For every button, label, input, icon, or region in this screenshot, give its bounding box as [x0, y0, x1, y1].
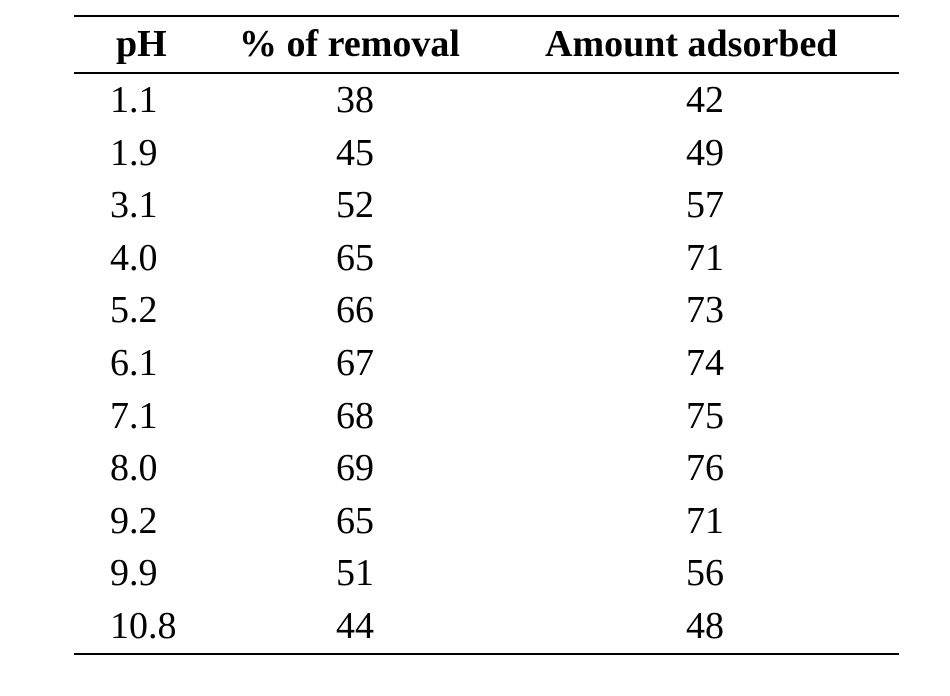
header-row: pH % of removal Amount adsorbed [74, 16, 899, 73]
cell-amount-adsorbed: 56 [686, 552, 724, 595]
cell-ph: 7.1 [110, 394, 158, 437]
cell-percent-removal: 69 [336, 447, 374, 490]
table-row: 9.2 65 71 [74, 495, 899, 548]
ph-removal-table: pH % of removal Amount adsorbed 1.1 38 4… [74, 15, 899, 655]
table-header: pH % of removal Amount adsorbed [74, 16, 899, 73]
table-row: 7.1 68 75 [74, 390, 899, 443]
table-row: 5.2 66 73 [74, 284, 899, 337]
cell-amount-adsorbed: 49 [686, 131, 724, 174]
cell-ph: 3.1 [110, 184, 158, 227]
cell-amount-adsorbed: 75 [686, 394, 724, 437]
cell-percent-removal: 66 [336, 289, 374, 332]
cell-percent-removal: 45 [336, 131, 374, 174]
cell-percent-removal: 51 [336, 552, 374, 595]
cell-ph: 10.8 [110, 604, 177, 647]
cell-percent-removal: 44 [336, 604, 374, 647]
cell-amount-adsorbed: 57 [686, 184, 724, 227]
cell-ph: 5.2 [110, 289, 158, 332]
table-row: 1.1 38 42 [74, 73, 899, 127]
cell-amount-adsorbed: 48 [686, 604, 724, 647]
data-table-container: pH % of removal Amount adsorbed 1.1 38 4… [74, 15, 899, 655]
cell-percent-removal: 68 [336, 394, 374, 437]
table-row: 9.9 51 56 [74, 547, 899, 600]
header-amount-adsorbed: Amount adsorbed [545, 23, 838, 65]
cell-ph: 9.2 [110, 499, 158, 542]
cell-percent-removal: 38 [336, 79, 374, 121]
cell-amount-adsorbed: 71 [686, 499, 724, 542]
cell-amount-adsorbed: 74 [686, 341, 724, 384]
table-row: 1.9 45 49 [74, 127, 899, 180]
table-body: 1.1 38 42 1.9 45 49 3.1 52 57 4.0 65 71 … [74, 73, 899, 654]
table-row: 8.0 69 76 [74, 442, 899, 495]
table-row: 10.8 44 48 [74, 600, 899, 654]
cell-amount-adsorbed: 71 [686, 236, 724, 279]
cell-amount-adsorbed: 76 [686, 447, 724, 490]
table-row: 3.1 52 57 [74, 179, 899, 232]
cell-percent-removal: 65 [336, 499, 374, 542]
cell-percent-removal: 65 [336, 236, 374, 279]
table-row: 4.0 65 71 [74, 232, 899, 285]
cell-ph: 6.1 [110, 341, 158, 384]
cell-ph: 8.0 [110, 447, 158, 490]
cell-ph: 9.9 [110, 552, 158, 595]
cell-amount-adsorbed: 42 [686, 79, 724, 121]
table-row: 6.1 67 74 [74, 337, 899, 390]
header-percent-removal: % of removal [239, 23, 460, 65]
cell-ph: 1.9 [110, 131, 158, 174]
cell-percent-removal: 52 [336, 184, 374, 227]
cell-amount-adsorbed: 73 [686, 289, 724, 332]
cell-percent-removal: 67 [336, 341, 374, 384]
cell-ph: 1.1 [110, 79, 158, 121]
header-ph: pH [116, 23, 167, 65]
cell-ph: 4.0 [110, 236, 158, 279]
